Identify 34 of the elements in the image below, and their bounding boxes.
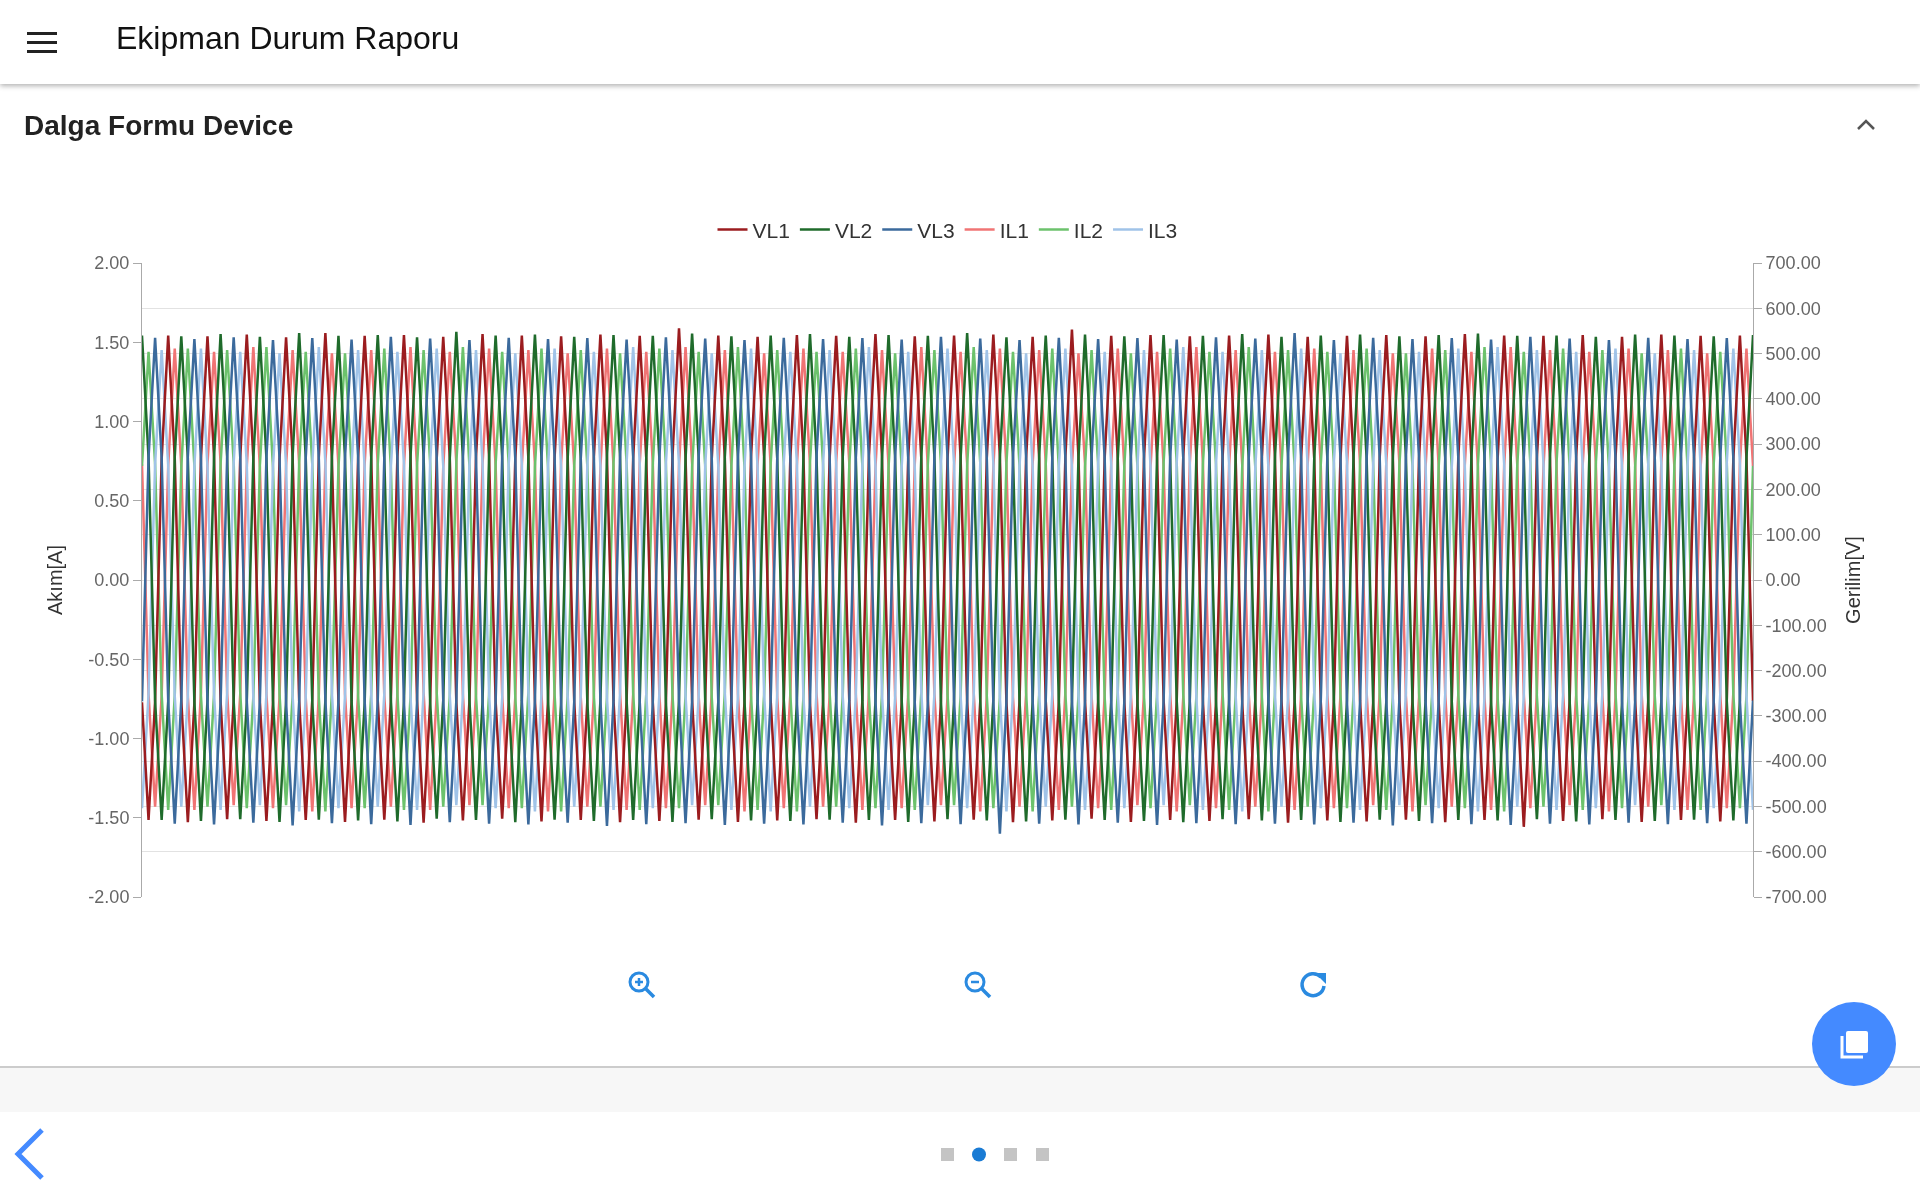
y-tick-label: -1.50 xyxy=(88,808,130,829)
y-axis-title: Akım[A] xyxy=(43,544,66,616)
y2-tick-label: 100.00 xyxy=(1765,525,1821,546)
y2-tick-label: 400.00 xyxy=(1765,389,1821,410)
chart-title: Ekipman Durum Raporu xyxy=(116,20,460,57)
y-tick-label: -1.00 xyxy=(88,728,130,749)
y2-tick-label: -600.00 xyxy=(1765,842,1827,863)
legend-label: IL2 xyxy=(1073,218,1104,242)
y2-tick-label: 500.00 xyxy=(1765,343,1821,364)
y-tick-label: 1.00 xyxy=(94,411,130,432)
y2-tick-label: -300.00 xyxy=(1765,706,1827,727)
legend-label: IL1 xyxy=(999,218,1029,242)
y2-tick-label: -400.00 xyxy=(1765,751,1827,772)
y2-tick-label: -200.00 xyxy=(1765,660,1827,681)
y-tick-label: 0.00 xyxy=(94,570,130,591)
y-tick-label: 0.50 xyxy=(94,491,130,512)
y-tick-label: -2.00 xyxy=(88,887,130,908)
chart-subtitle: Dalga Formu Device xyxy=(24,110,294,142)
legend-label: VL2 xyxy=(834,218,873,242)
y2-axis-title: Gerilim[V] xyxy=(1842,536,1865,624)
y2-tick-label: 700.00 xyxy=(1765,253,1821,274)
legend-label: VL1 xyxy=(752,218,790,242)
y2-tick-label: -100.00 xyxy=(1765,615,1827,636)
y2-tick-label: -500.00 xyxy=(1765,796,1827,817)
legend-label: VL3 xyxy=(917,218,955,242)
y2-tick-label: -700.00 xyxy=(1765,887,1827,908)
y2-tick-label: 0.00 xyxy=(1765,570,1801,591)
y2-tick-label: 300.00 xyxy=(1765,434,1821,455)
y-tick-label: -0.50 xyxy=(88,649,130,670)
legend-label: IL3 xyxy=(1148,218,1178,242)
y-tick-label: 1.50 xyxy=(94,332,130,353)
y2-tick-label: 600.00 xyxy=(1765,298,1821,319)
y-tick-label: 2.00 xyxy=(94,253,130,274)
y2-tick-label: 200.00 xyxy=(1765,479,1821,500)
